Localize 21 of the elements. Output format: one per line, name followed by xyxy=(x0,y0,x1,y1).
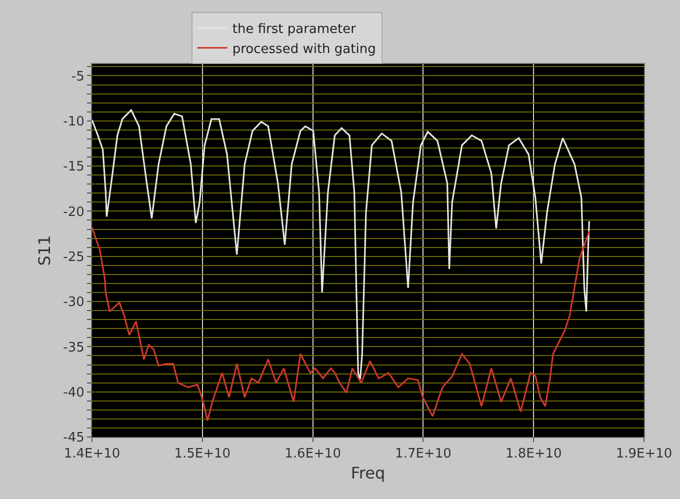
x-tick-label: 1.6E+10 xyxy=(284,446,341,462)
legend-label: the first parameter xyxy=(232,22,357,38)
y-tick-label: -15 xyxy=(63,160,84,175)
x-tick-label: 1.5E+10 xyxy=(174,446,231,462)
y-tick-label: -35 xyxy=(63,340,84,356)
y-tick-label: -45 xyxy=(63,430,84,446)
line-series xyxy=(92,109,590,380)
y-tick-label: -5 xyxy=(71,69,84,84)
y-tick-label: -20 xyxy=(63,204,84,220)
x-tick-label: 1.9E+10 xyxy=(616,446,672,462)
x-tick-label: 1.4E+10 xyxy=(64,446,120,462)
x-tick-label: 1.8E+10 xyxy=(505,446,562,462)
y-tick-label: -40 xyxy=(63,385,84,400)
y-tick-label: -30 xyxy=(63,295,84,310)
x-tick-label: 1.7E+10 xyxy=(395,446,452,462)
y-tick-label: -25 xyxy=(63,250,84,265)
x-axis-title: Freq xyxy=(350,463,386,482)
line-series xyxy=(92,226,590,422)
y-tick-label: -10 xyxy=(63,114,84,130)
y-axis-title: S11 xyxy=(35,235,54,266)
legend-label: processed with gating xyxy=(232,42,376,57)
